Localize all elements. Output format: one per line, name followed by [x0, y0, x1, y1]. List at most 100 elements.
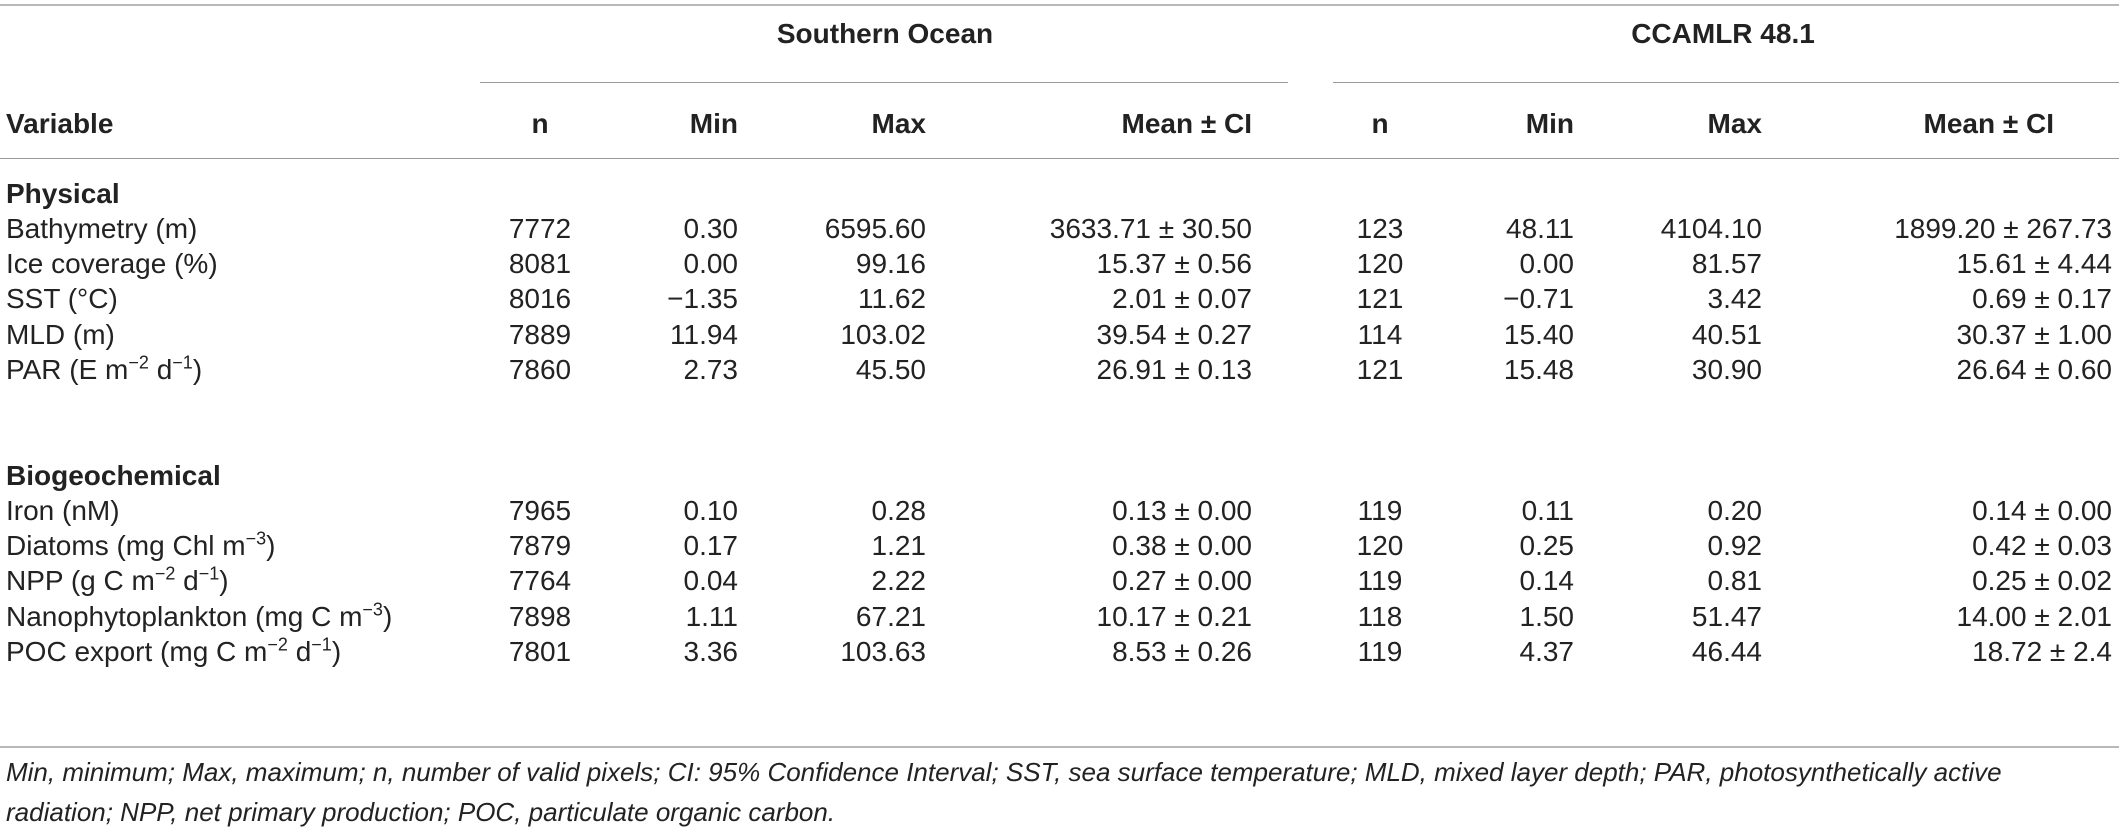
cell-min-so: 0.10	[683, 495, 739, 526]
cell-min-so: 0.17	[683, 530, 739, 562]
cell-max-so: 103.63	[840, 635, 926, 667]
cell-mean-ci-so: 0.13 ± 0.00	[1112, 495, 1252, 526]
table-row: POC export (mg C m−2 d−1) 7801 3.36 103.63 8…	[0, 628, 2119, 675]
cell-mean-ci-so: 39.54 ± 0.27	[1096, 318, 1253, 350]
cell-mean-ci-cc: 15.61 ± 4.44	[1956, 248, 2113, 280]
cell-max-so: 1.21	[871, 530, 927, 562]
cell-n-cc: 119	[1357, 565, 1403, 597]
column-header-n-so: n	[531, 108, 549, 139]
cell-n-so: 7879	[508, 530, 572, 562]
table-bottom-rule	[0, 746, 2119, 748]
cell-variable: POC export (mg C m−2 d−1)	[6, 634, 342, 667]
cell-max-so: 99.16	[855, 248, 926, 280]
cell-mean-ci-so: 0.38 ± 0.00	[1112, 530, 1252, 562]
cell-mean-ci-so: 26.91 ± 0.13	[1096, 353, 1253, 385]
cell-min-so: 3.36	[683, 635, 739, 667]
cell-n-cc: 118	[1357, 600, 1403, 632]
column-header-mean-ci-cc: Mean ± CI	[1923, 108, 2055, 139]
table-row: Diatoms (mg Chl m−3) 7879 0.17 1.21 0.38 ± 0…	[0, 522, 2119, 569]
section-row-physical: Physical	[0, 170, 2119, 217]
cell-mean-ci-so: 8.53 ± 0.26	[1112, 635, 1252, 667]
cell-max-so: 0.28	[871, 495, 927, 526]
column-header-n-cc: n	[1371, 108, 1389, 139]
cell-variable: Bathymetry (m)	[6, 213, 198, 244]
cell-max-cc: 81.57	[1691, 248, 1762, 280]
cell-max-cc: 0.92	[1707, 530, 1763, 562]
cell-variable: Diatoms (mg Chl m−3)	[6, 528, 276, 562]
column-header-max-so: Max	[871, 108, 926, 139]
group-underline-southern-ocean	[480, 82, 1288, 83]
cell-max-cc: 0.81	[1707, 565, 1763, 597]
header-bottom-rule	[0, 158, 2119, 159]
cell-n-so: 7889	[508, 318, 572, 350]
cell-n-cc: 119	[1357, 635, 1403, 667]
cell-n-so: 7764	[508, 565, 572, 597]
cell-min-cc: −0.71	[1503, 283, 1574, 315]
table-row: Ice coverage (%) 8081 0.00 99.16 15.37 ± 0.5…	[0, 240, 2119, 287]
cell-min-so: 2.73	[683, 353, 739, 385]
cell-max-so: 103.02	[840, 318, 926, 350]
cell-mean-ci-so: 15.37 ± 0.56	[1096, 248, 1253, 280]
cell-mean-ci-so: 10.17 ± 0.21	[1096, 600, 1253, 632]
cell-variable: NPP (g C m−2 d−1)	[6, 564, 229, 597]
cell-mean-ci-cc: 0.25 ± 0.02	[1972, 565, 2112, 597]
cell-min-cc: 48.11	[1506, 213, 1574, 244]
table-row: MLD (m) 7889 11.94 103.02 39.54 ± 0.27 114 15.…	[0, 311, 2119, 358]
column-header-mean-ci-so: Mean ± CI	[1121, 108, 1253, 139]
cell-mean-ci-cc: 30.37 ± 1.00	[1956, 318, 2113, 350]
section-label-biogeochemical: Biogeochemical	[6, 460, 221, 491]
cell-n-cc: 120	[1356, 530, 1404, 562]
cell-max-so: 6595.60	[824, 213, 926, 244]
cell-max-cc: 3.42	[1707, 283, 1763, 315]
cell-min-so: 1.11	[685, 600, 738, 632]
group-header-southern-ocean: Southern Ocean	[776, 18, 994, 49]
cell-mean-ci-cc: 18.72 ± 2.4	[1972, 635, 2112, 667]
section-label-physical: Physical	[6, 178, 120, 209]
cell-n-so: 7772	[508, 213, 572, 244]
cell-n-cc: 121	[1356, 283, 1404, 315]
cell-max-so: 67.21	[855, 600, 926, 632]
table-row: Iron (nM) 7965 0.10 0.28 0.13 ± 0.00 119 0.11 0…	[0, 487, 2119, 534]
cell-variable: SST (°C)	[6, 283, 118, 315]
cell-n-so: 7965	[508, 495, 572, 526]
cell-max-cc: 0.20	[1707, 495, 1763, 526]
cell-max-so: 45.50	[855, 353, 926, 385]
column-header-max-cc: Max	[1707, 108, 1762, 139]
table-row: Bathymetry (m) 7772 0.30 6595.60 3633.71 ± 3…	[0, 205, 2119, 252]
cell-min-cc: 0.11	[1521, 495, 1574, 526]
cell-n-so: 8081	[508, 248, 572, 280]
column-header-variable: Variable	[6, 108, 114, 139]
column-header-min-cc: Min	[1525, 108, 1574, 139]
cell-variable: Ice coverage (%)	[6, 248, 218, 280]
cell-n-so: 7801	[508, 635, 572, 667]
cell-mean-ci-so: 3633.71 ± 30.50	[1049, 213, 1252, 244]
section-row-biogeochemical: Biogeochemical	[0, 452, 2119, 499]
cell-n-cc: 121	[1356, 353, 1404, 385]
cell-max-cc: 40.51	[1691, 318, 1762, 350]
cell-min-cc: 15.48	[1503, 353, 1574, 385]
cell-n-cc: 123	[1356, 213, 1404, 244]
table-row: NPP (g C m−2 d−1) 7764 0.04 2.22 0.27 ± 0.00…	[0, 557, 2119, 604]
column-header-min-so: Min	[689, 108, 738, 139]
cell-n-so: 7898	[508, 600, 572, 632]
cell-mean-ci-cc: 1899.20 ± 267.73	[1894, 213, 2112, 244]
cell-mean-ci-so: 2.01 ± 0.07	[1112, 283, 1252, 315]
group-header-ccamlr: CCAMLR 48.1	[1631, 18, 1815, 49]
cell-max-so: 2.22	[871, 565, 927, 597]
cell-max-cc: 51.47	[1691, 600, 1762, 632]
cell-min-cc: 4.37	[1519, 635, 1575, 667]
cell-max-cc: 46.44	[1691, 635, 1762, 667]
cell-variable: Nanophytoplankton (mg C m−3)	[6, 599, 393, 632]
cell-n-cc: 120	[1356, 248, 1404, 280]
cell-n-cc: 114	[1357, 318, 1403, 350]
cell-min-cc: 0.14	[1519, 565, 1575, 597]
cell-min-cc: 1.50	[1519, 600, 1575, 632]
cell-min-so: 11.94	[670, 318, 738, 350]
cell-n-so: 7860	[508, 353, 572, 385]
cell-variable: MLD (m)	[6, 318, 115, 350]
cell-mean-ci-cc: 0.69 ± 0.17	[1972, 283, 2112, 315]
cell-mean-ci-cc: 26.64 ± 0.60	[1956, 353, 2113, 385]
cell-mean-ci-cc: 0.42 ± 0.03	[1972, 530, 2112, 562]
cell-max-cc: 30.90	[1691, 353, 1762, 385]
cell-min-so: 0.30	[683, 213, 739, 244]
